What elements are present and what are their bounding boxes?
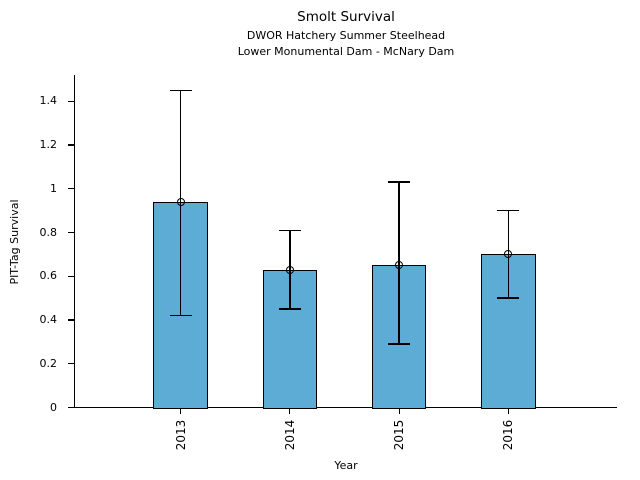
error-cap-bottom-2016: [497, 297, 520, 299]
x-tick-2013: [179, 408, 182, 415]
x-tick-label-2015: 2015: [392, 419, 407, 451]
y-tick-label-1.4: 1.4: [39, 94, 58, 108]
point-marker-2015: [395, 261, 404, 270]
x-tick-label-2013: 2013: [173, 419, 188, 451]
chart-subtitle-line1: DWOR Hatchery Summer Steelhead: [246, 29, 446, 42]
x-tick-label-2016: 2016: [501, 419, 516, 451]
point-marker-2016: [504, 250, 513, 259]
y-tick-1: [68, 188, 74, 190]
y-tick-label-1: 1: [50, 181, 57, 195]
point-marker-2013: [176, 197, 185, 206]
x-tick-2014: [289, 408, 291, 415]
y-tick-1.2: [68, 144, 74, 146]
y-axis-spine: [74, 75, 76, 408]
error-cap-bottom-2014: [278, 308, 301, 310]
point-marker-2014: [285, 265, 294, 274]
error-cap-bottom-2015: [388, 343, 411, 345]
y-tick-label-0.8: 0.8: [39, 225, 58, 239]
x-axis-spine: [74, 407, 617, 409]
error-cap-bottom-2013: [169, 314, 192, 317]
y-tick-0: [68, 406, 74, 409]
chart-subtitle-line2: Lower Monumental Dam - McNary Dam: [237, 45, 455, 58]
x-tick-2015: [398, 408, 400, 415]
y-tick-0.6: [68, 275, 74, 277]
error-cap-top-2016: [497, 209, 520, 212]
x-tick-2016: [507, 408, 509, 415]
error-cap-top-2013: [169, 89, 192, 92]
x-tick-label-2014: 2014: [282, 419, 297, 451]
y-tick-label-0: 0: [50, 400, 57, 414]
y-tick-0.4: [68, 319, 74, 321]
x-axis-title: Year: [334, 459, 358, 472]
y-tick-1.4: [68, 100, 74, 102]
y-tick-0.8: [68, 231, 74, 234]
y-tick-label-0.4: 0.4: [39, 313, 58, 326]
error-cap-top-2015: [388, 181, 411, 183]
y-tick-0.2: [68, 363, 74, 365]
y-tick-label-0.2: 0.2: [39, 356, 58, 370]
y-tick-label-1.2: 1.2: [39, 138, 58, 151]
error-cap-top-2014: [278, 229, 301, 232]
y-axis-title: PIT-Tag Survival: [7, 182, 21, 302]
chart-title: Smolt Survival: [297, 9, 395, 25]
y-tick-label-0.6: 0.6: [39, 269, 58, 283]
